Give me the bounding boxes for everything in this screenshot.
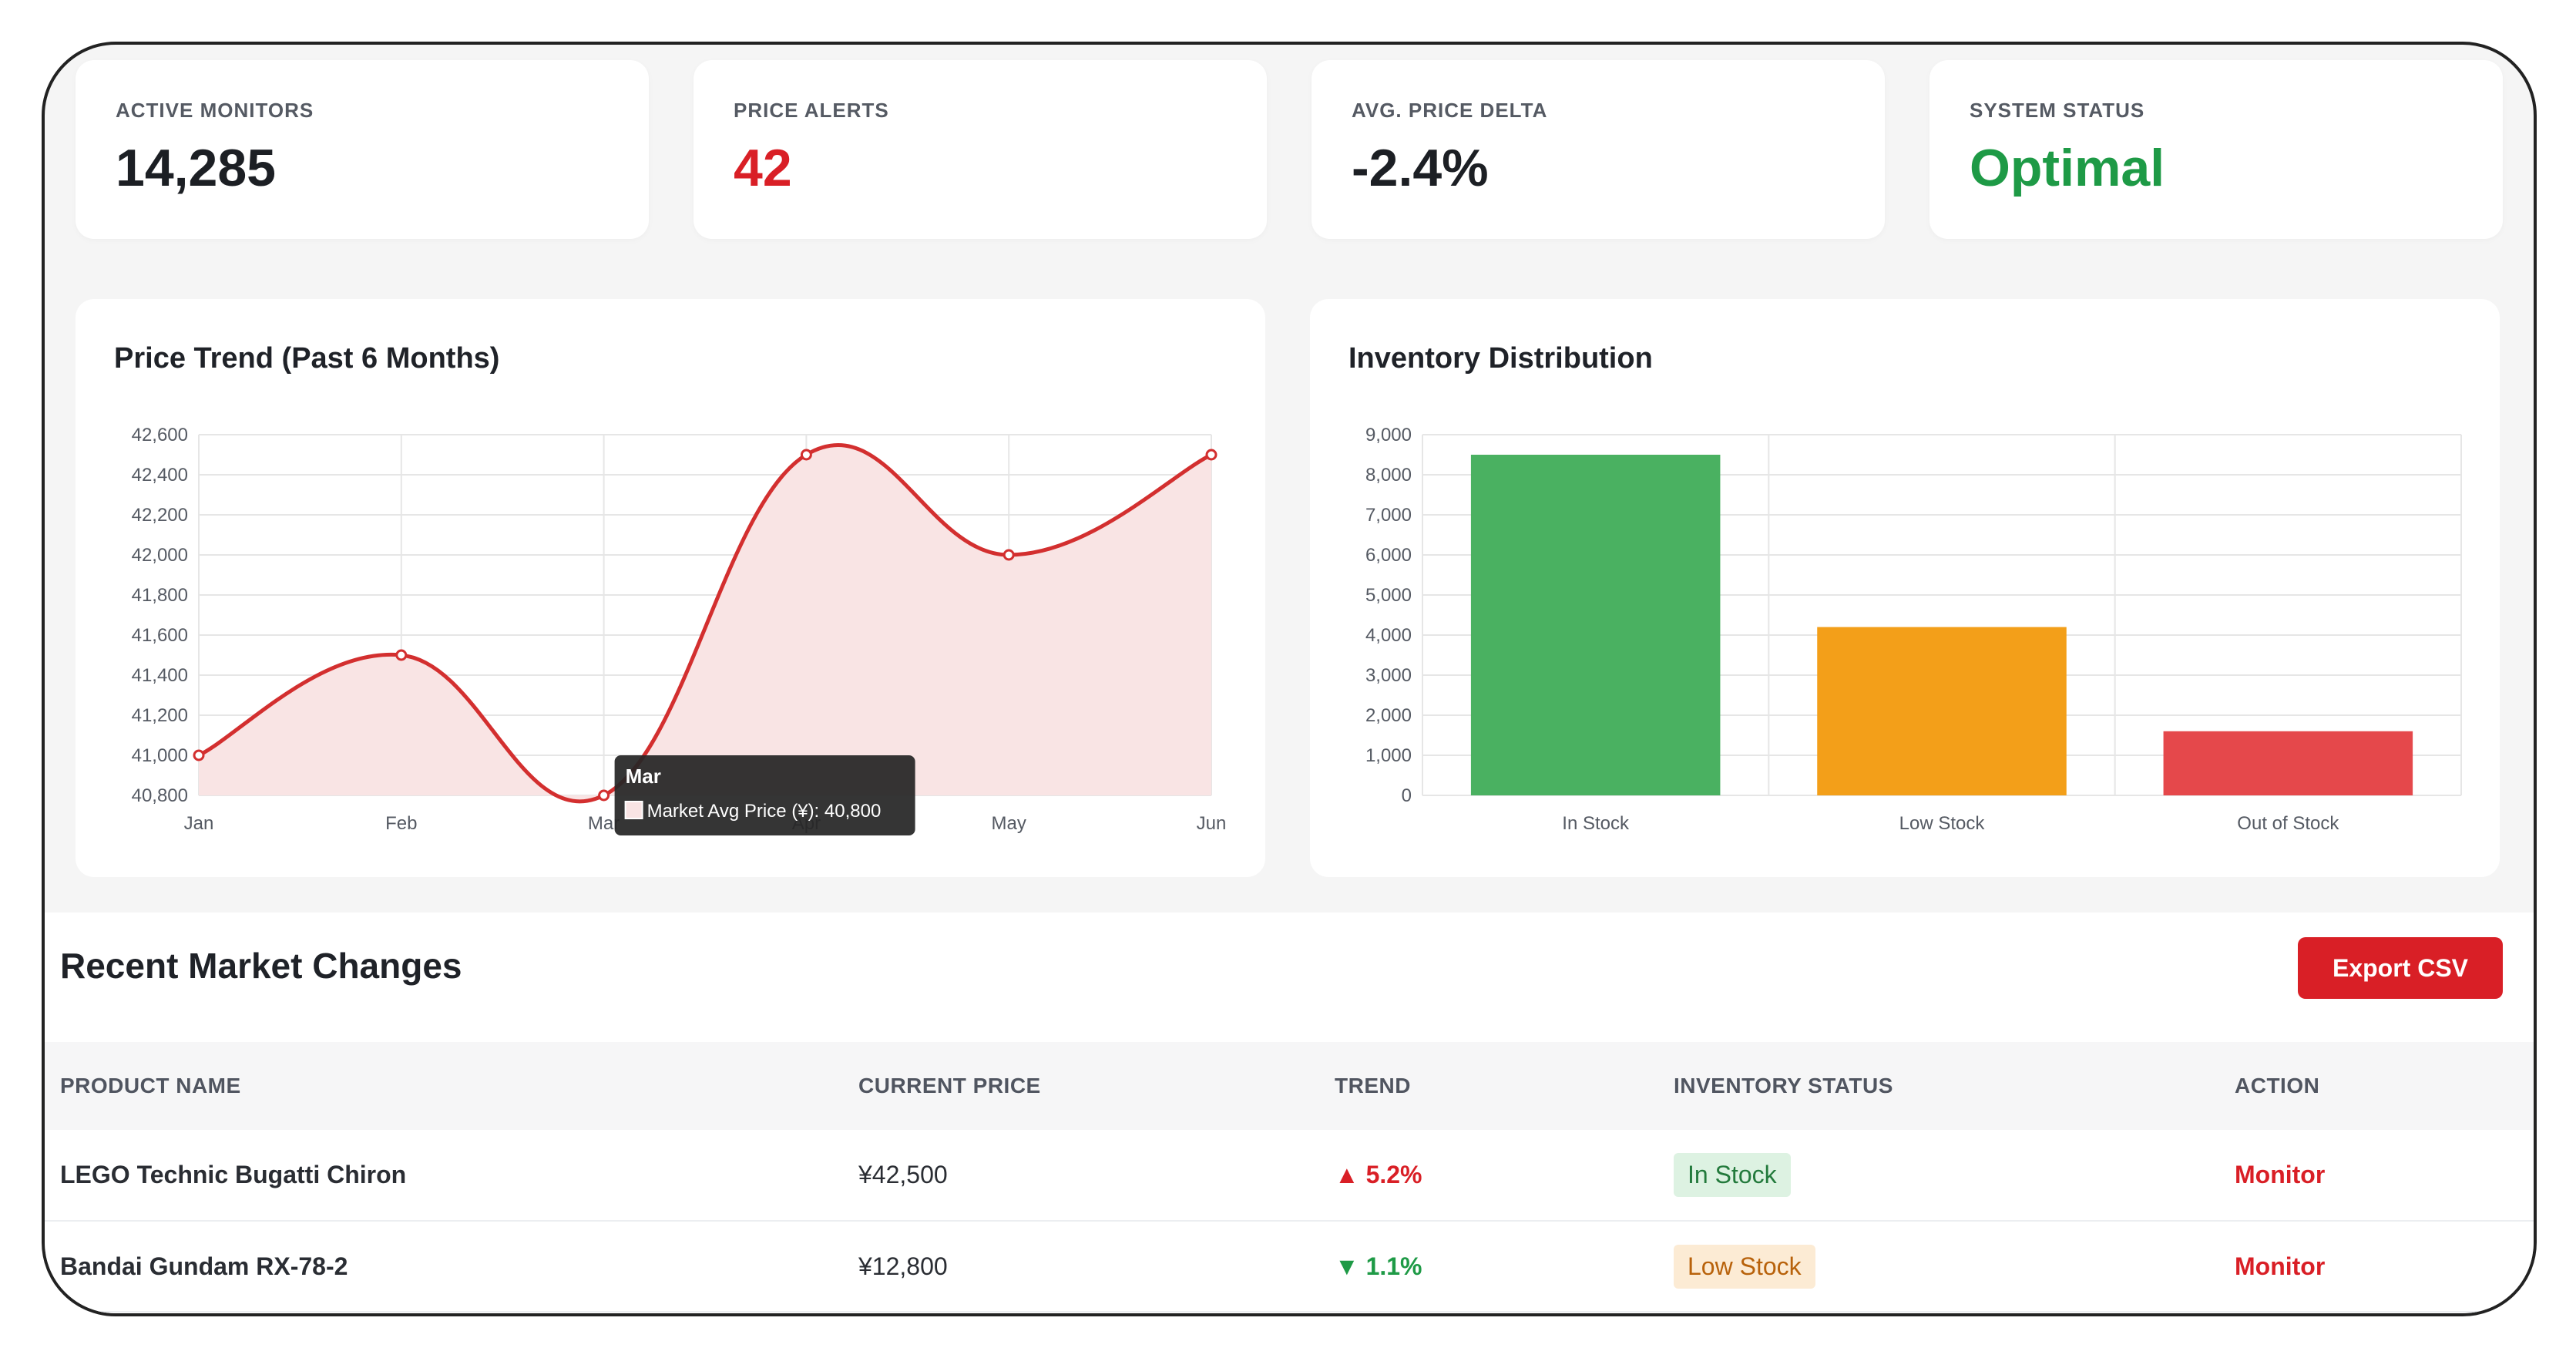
y-tick-label: 41,600 xyxy=(132,625,188,646)
tooltip-label: Market Avg Price (¥): 40,800 xyxy=(647,801,882,822)
x-tick-label: In Stock xyxy=(1562,813,1630,834)
column-header-product[interactable]: PRODUCT NAME xyxy=(60,1074,241,1097)
data-point xyxy=(800,449,812,461)
y-tick-label: 41,400 xyxy=(132,665,188,686)
price-trend-title: Price Trend (Past 6 Months) xyxy=(114,342,500,375)
price-area-fill xyxy=(199,445,1211,802)
tooltip-swatch xyxy=(624,801,643,819)
y-tick-label: 41,800 xyxy=(132,585,188,606)
x-tick-label: Jun xyxy=(1197,813,1227,834)
tooltip-box xyxy=(614,755,915,835)
bar-out-of-stock xyxy=(2163,731,2413,795)
kpi-value: 14,285 xyxy=(116,139,276,197)
data-point xyxy=(193,749,205,761)
recent-changes-section: Recent Market Changes Export CSV PRODUCT… xyxy=(45,913,2534,1313)
kpi-card-active-monitors: ACTIVE MONITORS 14,285 xyxy=(76,60,649,239)
y-tick-label: 42,200 xyxy=(132,505,188,526)
x-tick-label: Mar xyxy=(588,813,620,834)
y-tick-label: 42,000 xyxy=(132,545,188,566)
kpi-label: ACTIVE MONITORS xyxy=(116,99,314,122)
product-name: Bandai Gundam RX-78-2 xyxy=(60,1252,348,1280)
bar-in-stock xyxy=(1470,455,1721,795)
y-tick-label: 2,000 xyxy=(1365,705,1412,726)
y-tick-label: 7,000 xyxy=(1365,505,1412,526)
y-tick-label: 4,000 xyxy=(1365,625,1412,646)
current-price: ¥12,800 xyxy=(858,1252,948,1280)
table-header-row: PRODUCT NAME CURRENT PRICE TREND INVENTO… xyxy=(45,1042,2534,1130)
kpi-label: PRICE ALERTS xyxy=(734,99,889,122)
kpi-value: Optimal xyxy=(1970,139,2165,197)
kpi-value: 42 xyxy=(734,139,792,197)
column-header-status[interactable]: INVENTORY STATUS xyxy=(1674,1074,1893,1097)
y-tick-label: 41,000 xyxy=(132,745,188,766)
x-tick-label: Feb xyxy=(385,813,417,834)
kpi-label: AVG. PRICE DELTA xyxy=(1352,99,1548,122)
y-tick-label: 9,000 xyxy=(1365,425,1412,445)
inventory-chart: 0 1,000 2,000 3,000 4,000 5,000 6,000 7,000 8,00… xyxy=(1365,425,2462,834)
y-tick-label: 40,800 xyxy=(132,785,188,806)
data-point xyxy=(598,789,610,802)
kpi-label: SYSTEM STATUS xyxy=(1970,99,2145,122)
bar-low-stock xyxy=(1817,627,2067,795)
inventory-status-cell: Low Stock xyxy=(1674,1221,2235,1312)
x-tick-label: May xyxy=(992,813,1026,834)
current-price: ¥42,500 xyxy=(858,1161,948,1188)
kpi-row: ACTIVE MONITORS 14,285 PRICE ALERTS 42 A… xyxy=(76,60,2503,239)
market-changes-table: PRODUCT NAME CURRENT PRICE TREND INVENTO… xyxy=(45,1042,2534,1313)
table-row[interactable]: LEGO Technic Bugatti Chiron ¥42,500 ▲ 5.… xyxy=(45,1130,2534,1221)
column-header-price[interactable]: CURRENT PRICE xyxy=(858,1074,1041,1097)
trend-value: ▲ 5.2% xyxy=(1335,1161,1422,1188)
status-badge: In Stock xyxy=(1674,1153,1791,1197)
x-tick-label: Jan xyxy=(184,813,214,834)
inventory-card: Inventory Distribution 0 1,000 2,000 3,000 4… xyxy=(1310,299,2500,877)
kpi-value: -2.4% xyxy=(1352,139,1489,197)
y-tick-label: 6,000 xyxy=(1365,545,1412,566)
y-tick-label: 1,000 xyxy=(1365,745,1412,766)
y-tick-label: 42,600 xyxy=(132,425,188,445)
price-trend-card: Price Trend (Past 6 Months) 40,800 41,000… xyxy=(76,299,1265,877)
dashboard-frame: ACTIVE MONITORS 14,285 PRICE ALERTS 42 A… xyxy=(42,42,2537,1316)
y-tick-label: 42,400 xyxy=(132,465,188,486)
data-point xyxy=(1205,449,1217,461)
x-tick-label: Out of Stock xyxy=(2237,813,2339,834)
y-tick-label: 0 xyxy=(1402,785,1412,806)
kpi-card-price-alerts: PRICE ALERTS 42 xyxy=(694,60,1267,239)
chart-tooltip: Mar Market Avg Price (¥): 40,800 xyxy=(614,755,915,835)
y-tick-label: 3,000 xyxy=(1365,665,1412,686)
kpi-card-system-status: SYSTEM STATUS Optimal xyxy=(1929,60,2503,239)
price-trend-chart: 40,800 41,000 41,200 41,400 41,600 41,800 42,0… xyxy=(132,425,1227,835)
y-tick-label: 8,000 xyxy=(1365,465,1412,486)
kpi-card-avg-price-delta: AVG. PRICE DELTA -2.4% xyxy=(1312,60,1885,239)
data-point xyxy=(395,649,408,661)
y-tick-label: 5,000 xyxy=(1365,585,1412,606)
status-badge: Low Stock xyxy=(1674,1244,1815,1289)
column-header-action: ACTION xyxy=(2235,1074,2320,1097)
inventory-status-cell: In Stock xyxy=(1674,1130,2235,1221)
trend-value: ▼ 1.1% xyxy=(1335,1252,1422,1280)
x-tick-label: Low Stock xyxy=(1899,813,1986,834)
data-point xyxy=(1003,549,1015,561)
y-tick-label: 41,200 xyxy=(132,705,188,726)
monitor-link[interactable]: Monitor xyxy=(2235,1252,2326,1280)
column-header-trend[interactable]: TREND xyxy=(1335,1074,1411,1097)
tooltip-title: Mar xyxy=(626,765,661,788)
export-csv-button[interactable]: Export CSV xyxy=(2298,937,2503,999)
monitor-link[interactable]: Monitor xyxy=(2235,1161,2326,1188)
table-row[interactable]: Bandai Gundam RX-78-2 ¥12,800 ▼ 1.1% Low… xyxy=(45,1221,2534,1312)
product-name: LEGO Technic Bugatti Chiron xyxy=(60,1161,407,1188)
inventory-title: Inventory Distribution xyxy=(1348,342,1653,375)
section-title: Recent Market Changes xyxy=(60,946,462,986)
